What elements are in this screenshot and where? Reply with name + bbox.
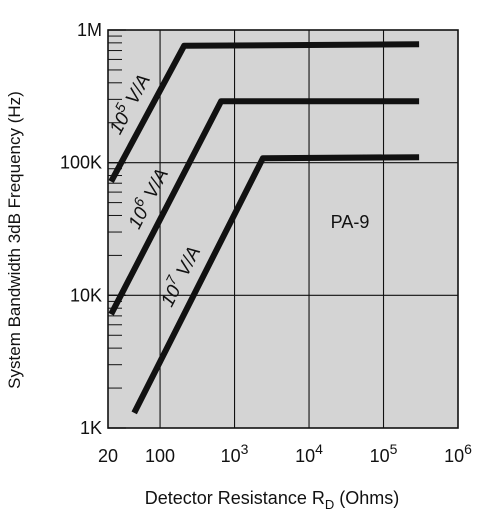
series-lines	[108, 41, 420, 415]
y-tick-label: 1K	[80, 418, 102, 438]
y-tick-label: 100K	[60, 153, 102, 173]
y-minor-ticks	[108, 29, 126, 429]
x-tick-label: 104	[295, 441, 323, 466]
series-line-2	[108, 98, 420, 316]
plot-area	[108, 30, 458, 428]
x-axis-label: Detector Resistance RD (Ohms)	[145, 488, 399, 512]
x-tick-label: 100	[145, 446, 175, 466]
x-axis-label-main: Detector Resistance R	[145, 488, 325, 508]
y-tick-label: 10K	[70, 285, 102, 305]
series-line-3	[131, 154, 420, 415]
y-axis-label: System Bandwidth 3dB Frequency (Hz)	[5, 91, 24, 389]
plot-frame	[107, 29, 459, 429]
series-line-1	[108, 41, 420, 184]
x-tick-label: 103	[221, 441, 249, 466]
x-tick-labels: 20 100 103 104 105 106	[98, 441, 472, 466]
annotation: PA-9	[331, 212, 370, 232]
x-axis-label-tail: (Ohms)	[334, 488, 399, 508]
x-tick-label: 105	[370, 441, 398, 466]
x-axis-label-subscript: D	[325, 497, 334, 512]
y-tick-label: 1M	[77, 20, 102, 40]
x-tick-label: 106	[444, 441, 472, 466]
x-tick-label: 20	[98, 446, 118, 466]
y-tick-labels: 1K 10K 100K 1M	[60, 20, 102, 438]
